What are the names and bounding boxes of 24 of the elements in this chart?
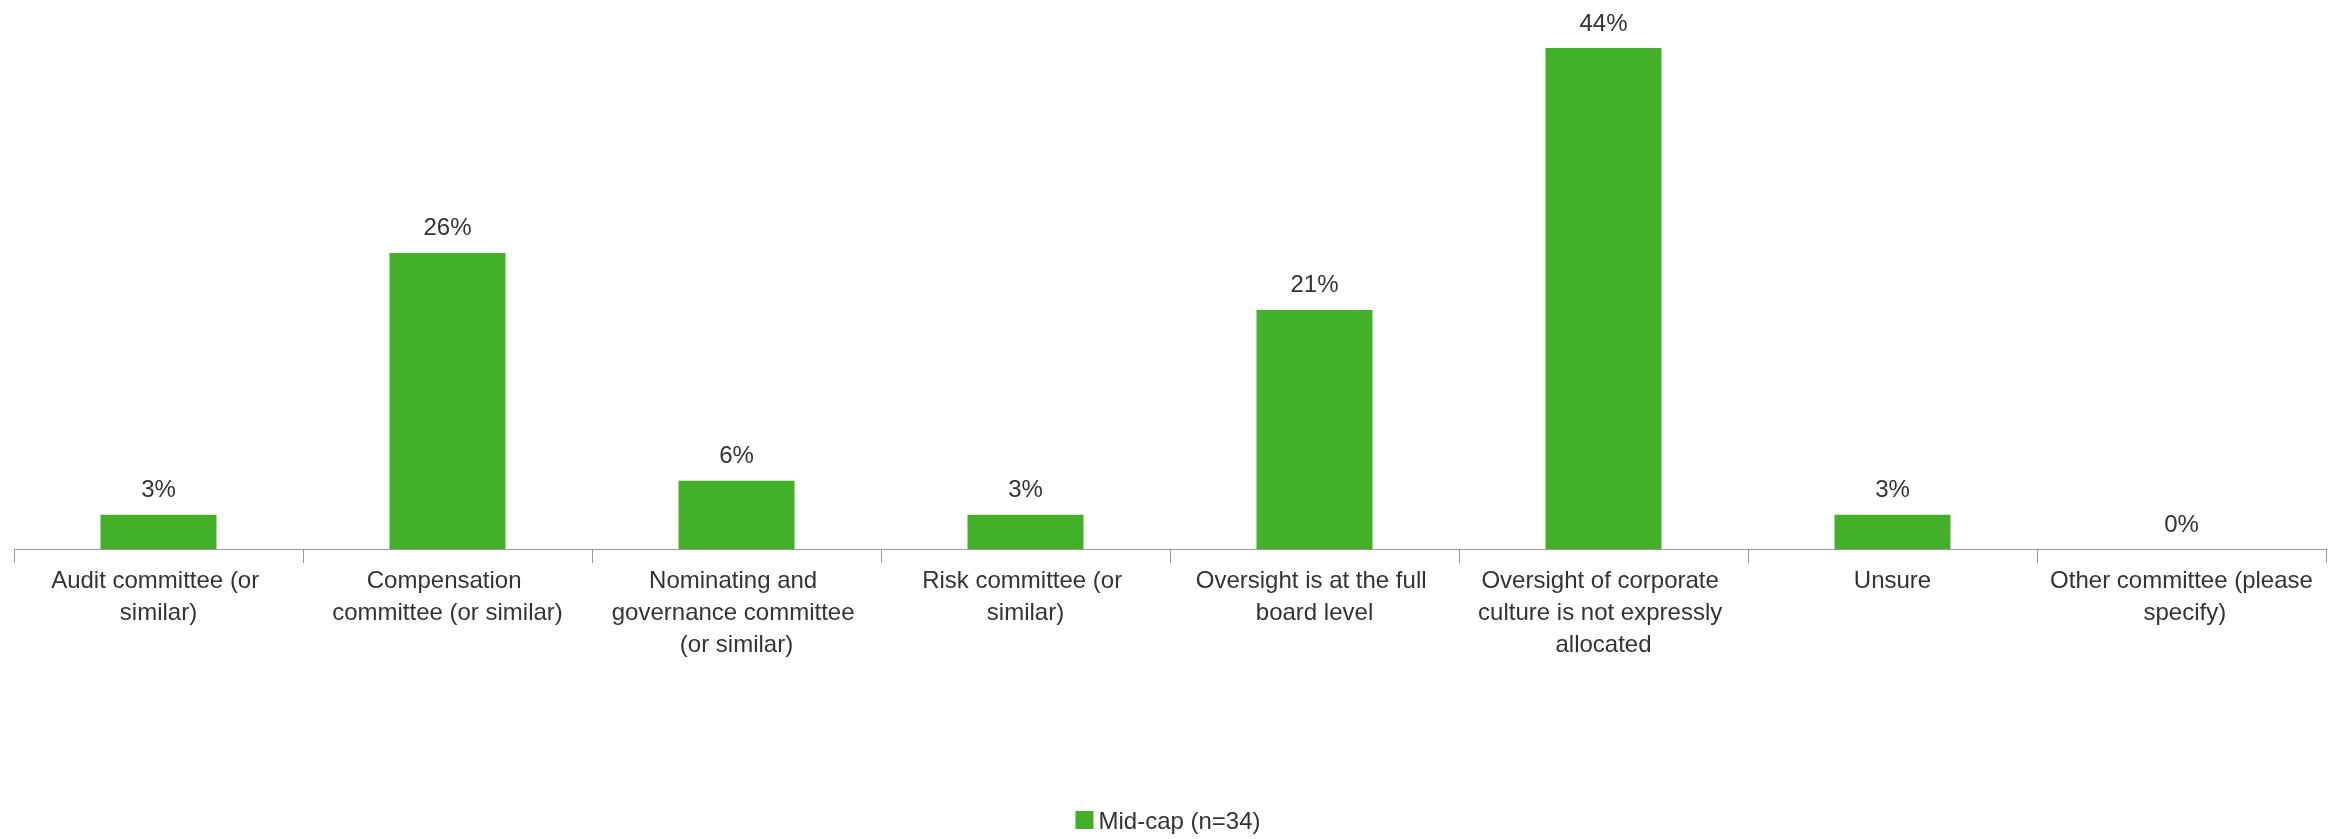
x-tick-label: Nominating and governance committee (or similar) xyxy=(611,565,862,657)
bar xyxy=(100,514,217,549)
data-label: 0% xyxy=(2164,509,2199,537)
data-label: 3% xyxy=(1008,475,1043,503)
x-tick-label: Risk committee (or similar) xyxy=(922,565,1129,625)
data-label: 44% xyxy=(1579,8,1628,36)
legend-label: Mid-cap (n=34) xyxy=(1098,806,1261,834)
bar xyxy=(1256,309,1373,549)
bar xyxy=(678,480,795,549)
bar xyxy=(1834,514,1951,549)
x-tick-label: Unsure xyxy=(1853,565,1932,593)
data-label: 3% xyxy=(1875,475,1910,503)
x-tick-label: Audit committee (or similar) xyxy=(51,565,266,625)
x-tick-label: Compensation committee (or similar) xyxy=(332,565,563,625)
x-tick-label: Oversight of corporate culture is not expressly allocated xyxy=(1478,565,1729,657)
x-tick-label: Other committee (please specify) xyxy=(2050,565,2313,625)
bar xyxy=(389,252,506,549)
data-label: 26% xyxy=(423,213,472,241)
data-label: 21% xyxy=(1290,270,1339,298)
x-tick-label: Oversight is at the full board level xyxy=(1195,565,1434,625)
data-label: 6% xyxy=(719,441,754,469)
bar xyxy=(967,514,1084,549)
data-label: 3% xyxy=(141,475,176,503)
bar xyxy=(1545,48,1662,549)
